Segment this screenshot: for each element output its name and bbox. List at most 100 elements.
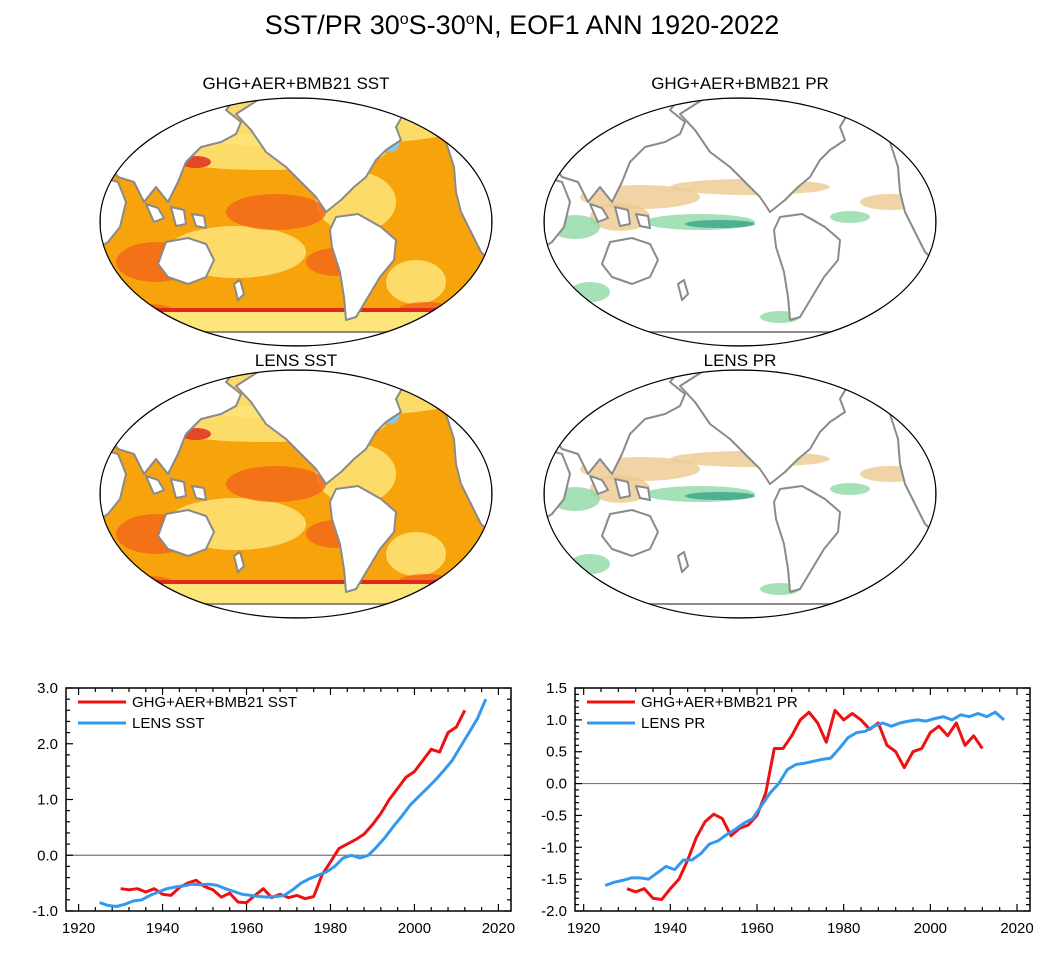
x-tick-label: 1920: [567, 920, 600, 937]
plot-frame: [65, 687, 512, 912]
sst-anomaly-patch: [226, 194, 326, 230]
continent-coastline: [407, 370, 447, 395]
legend-label-lens: LENS SST: [132, 715, 205, 732]
continent-coastline: [614, 206, 631, 227]
southern-ocean-band: [100, 312, 492, 332]
continent-coastline: [233, 279, 245, 301]
sst-anomaly-patch: [386, 532, 446, 576]
continent-coastline: [773, 485, 841, 593]
y-tick-label: 0.5: [546, 744, 567, 761]
continent-coastline: [851, 370, 891, 395]
map-title-lens-pr: LENS PR: [704, 351, 777, 370]
legend-label-ghg: GHG+AER+BMB21 SST: [132, 694, 297, 711]
y-tick-label: 1.0: [37, 792, 58, 809]
pr-anomaly-patch: [685, 220, 755, 228]
pr-anomaly-patch: [830, 211, 870, 223]
figure-title: SST/PR 30oS-30oN, EOF1 ANN 1920-2022: [265, 10, 780, 40]
southern-ocean-band: [100, 584, 492, 604]
y-tick-label: 1.5: [546, 680, 567, 697]
legend-label-ghg: GHG+AER+BMB21 PR: [641, 694, 798, 711]
pr-anomaly-patch: [570, 282, 610, 302]
map-field: [100, 370, 492, 618]
x-tick-label: 1980: [827, 920, 860, 937]
legend-label-lens: LENS PR: [641, 715, 705, 732]
map-title-lens-sst: LENS SST: [255, 351, 337, 370]
y-tick-label: 0.0: [546, 776, 567, 793]
pr-anomaly-patch: [830, 483, 870, 495]
continent-coastline: [544, 176, 571, 248]
series-line-ghg: [626, 708, 984, 901]
continent-coastline: [635, 485, 651, 501]
y-tick-label: 0.0: [37, 847, 58, 864]
continent-coastline: [601, 237, 659, 285]
x-tick-label: 2020: [482, 920, 515, 937]
continent-coastline: [677, 279, 689, 301]
continent-coastline: [170, 206, 187, 227]
x-tick-label: 1980: [314, 920, 347, 937]
continent-coastline: [170, 478, 187, 499]
series-line-ghg: [120, 709, 467, 905]
pr-anomaly-patch: [685, 492, 755, 500]
y-tick-label: -2.0: [541, 903, 567, 920]
continent-coastline: [329, 213, 397, 321]
series-line-lens: [604, 710, 1005, 887]
continent-coastline: [601, 509, 659, 557]
southern-ocean-band: [100, 308, 492, 312]
y-tick-label: -1.0: [541, 839, 567, 856]
map-border: [543, 369, 937, 619]
pr-anomaly-patch: [570, 554, 610, 574]
continent-coastline: [100, 448, 127, 520]
continent-coastline: [677, 551, 689, 573]
x-tick-label: 2020: [1000, 920, 1033, 937]
map-title-ghg-sst: GHG+AER+BMB21 SST: [202, 74, 389, 93]
continent-coastline: [679, 370, 851, 485]
map-ghg-sst: [99, 97, 493, 347]
map-border: [543, 97, 937, 347]
continent-coastline: [851, 98, 891, 123]
southern-ocean-band: [100, 580, 492, 584]
sst-anomaly-patch: [226, 466, 326, 502]
continent-coastline: [544, 331, 936, 346]
series-line-lens: [99, 698, 488, 908]
continent-coastline: [589, 203, 609, 223]
map-field: [544, 98, 936, 346]
y-tick-label: 1.0: [546, 712, 567, 729]
x-tick-label: 2000: [398, 920, 431, 937]
map-lens-sst: [99, 369, 493, 619]
continent-coastline: [100, 176, 127, 248]
map-border: [99, 97, 493, 347]
map-field: [100, 98, 492, 346]
continent-coastline: [145, 203, 165, 223]
continent-coastline: [614, 478, 631, 499]
y-tick-label: -0.5: [541, 807, 567, 824]
map-border: [99, 369, 493, 619]
sst-anomaly-patch: [386, 260, 446, 304]
continent-coastline: [100, 603, 492, 618]
continent-coastline: [544, 603, 936, 618]
x-tick-label: 1940: [654, 920, 687, 937]
continent-coastline: [773, 213, 841, 321]
continent-coastline: [589, 475, 609, 495]
continent-coastline: [191, 213, 207, 229]
map-lens-pr: [543, 369, 937, 619]
x-tick-label: 1960: [230, 920, 263, 937]
continent-coastline: [679, 98, 851, 213]
y-tick-label: 3.0: [37, 680, 58, 697]
y-tick-label: 2.0: [37, 736, 58, 753]
continent-coastline: [157, 237, 215, 285]
continent-coastline: [235, 98, 407, 213]
x-tick-label: 1940: [146, 920, 179, 937]
continent-coastline: [157, 509, 215, 557]
continent-coastline: [544, 448, 571, 520]
map-title-ghg-pr: GHG+AER+BMB21 PR: [651, 74, 829, 93]
continent-coastline: [233, 551, 245, 573]
continent-coastline: [635, 213, 651, 229]
x-tick-label: 1920: [62, 920, 95, 937]
continent-coastline: [145, 475, 165, 495]
x-tick-label: 2000: [914, 920, 947, 937]
continent-coastline: [235, 370, 407, 485]
continent-coastline: [100, 331, 492, 346]
map-field: [544, 370, 936, 618]
x-tick-label: 1960: [740, 920, 773, 937]
